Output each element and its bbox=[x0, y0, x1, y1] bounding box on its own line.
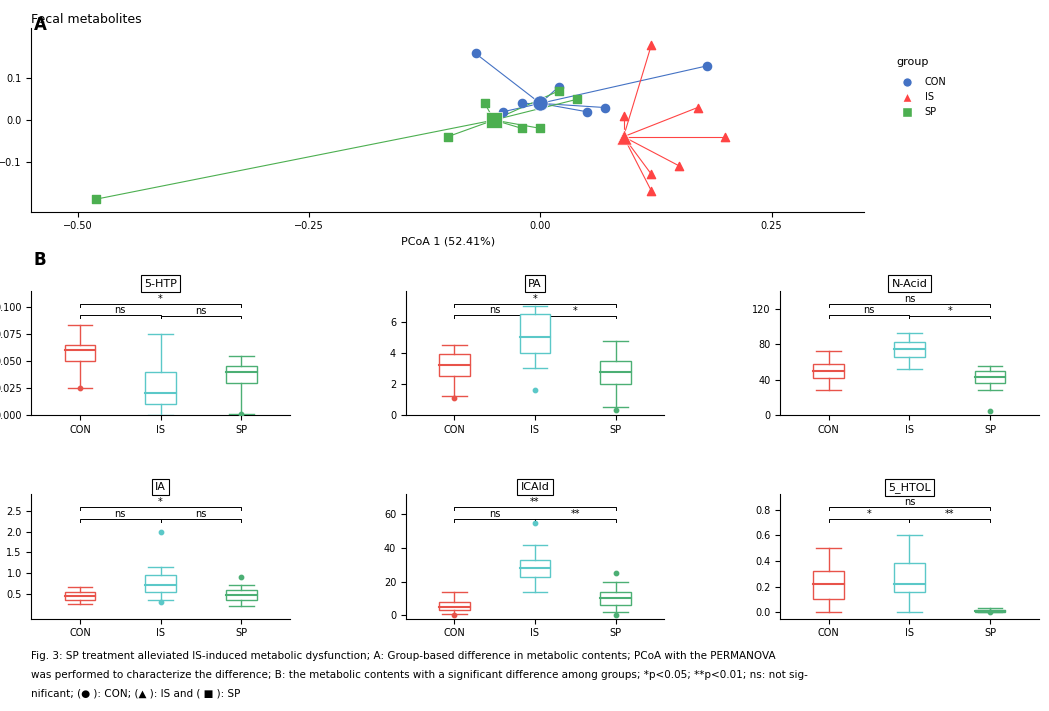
Point bbox=[607, 567, 624, 579]
Point bbox=[982, 606, 999, 618]
Text: ns: ns bbox=[114, 508, 126, 518]
Point bbox=[233, 408, 250, 419]
Bar bbox=[813, 365, 844, 378]
Text: group: group bbox=[896, 57, 928, 67]
Point bbox=[486, 114, 502, 126]
Point bbox=[699, 60, 715, 72]
Text: ns: ns bbox=[489, 508, 500, 518]
Bar bbox=[519, 314, 551, 353]
Text: Fecal metabolites: Fecal metabolites bbox=[31, 13, 142, 26]
Bar bbox=[145, 372, 176, 405]
Text: *: * bbox=[158, 294, 163, 304]
Title: N-Acid: N-Acid bbox=[892, 279, 927, 289]
Point bbox=[670, 160, 687, 171]
Text: *: * bbox=[533, 294, 537, 304]
Point bbox=[233, 572, 250, 583]
Point bbox=[597, 102, 614, 113]
Bar bbox=[894, 342, 925, 358]
Bar bbox=[438, 355, 470, 376]
Point bbox=[982, 405, 999, 417]
Point bbox=[467, 48, 484, 59]
Text: A: A bbox=[34, 16, 46, 34]
Point bbox=[88, 193, 105, 205]
Point bbox=[71, 383, 88, 394]
Point bbox=[532, 123, 549, 134]
Point bbox=[527, 517, 543, 528]
Text: Fig. 3: SP treatment alleviated IS-induced metabolic dysfunction; A: Group-based: Fig. 3: SP treatment alleviated IS-induc… bbox=[31, 651, 776, 661]
Point bbox=[476, 97, 493, 109]
Point bbox=[643, 169, 660, 180]
Bar bbox=[600, 592, 631, 605]
Text: *: * bbox=[158, 497, 163, 508]
Text: ns: ns bbox=[195, 509, 207, 519]
Title: IA: IA bbox=[155, 482, 166, 492]
Point bbox=[513, 97, 530, 109]
Point bbox=[569, 94, 585, 105]
Point bbox=[440, 131, 456, 142]
Text: B: B bbox=[34, 251, 46, 269]
Point bbox=[513, 123, 530, 134]
Bar bbox=[226, 589, 257, 600]
Title: 5_HTOL: 5_HTOL bbox=[889, 482, 930, 493]
Point bbox=[152, 526, 169, 538]
Bar bbox=[975, 609, 1005, 611]
Point bbox=[532, 97, 549, 109]
Point bbox=[578, 106, 595, 117]
Text: ns: ns bbox=[114, 305, 126, 315]
Point bbox=[643, 39, 660, 50]
Point bbox=[152, 597, 169, 608]
Point bbox=[615, 131, 631, 142]
Text: ns: ns bbox=[195, 306, 207, 316]
Point bbox=[689, 102, 706, 113]
Point bbox=[643, 185, 660, 196]
Text: *: * bbox=[947, 306, 952, 316]
Text: ns: ns bbox=[489, 305, 500, 315]
Text: nificant; (● ): CON; (▲ ): IS and ( ■ ): SP: nificant; (● ): CON; (▲ ): IS and ( ■ ):… bbox=[31, 688, 241, 698]
Point bbox=[607, 405, 624, 416]
Point bbox=[495, 106, 512, 117]
Bar bbox=[145, 575, 176, 592]
Bar bbox=[894, 563, 925, 592]
Bar bbox=[226, 366, 257, 383]
Bar bbox=[975, 370, 1005, 383]
Bar bbox=[519, 560, 551, 577]
Title: ICAld: ICAld bbox=[520, 482, 550, 492]
Title: PA: PA bbox=[529, 279, 541, 289]
Point bbox=[716, 131, 733, 142]
Bar bbox=[438, 602, 470, 610]
Bar bbox=[813, 571, 844, 599]
Text: ns: ns bbox=[904, 294, 915, 304]
Point bbox=[551, 85, 568, 97]
Title: 5-HTP: 5-HTP bbox=[144, 279, 177, 289]
Legend: CON, IS, SP: CON, IS, SP bbox=[894, 74, 950, 121]
Text: ns: ns bbox=[863, 305, 875, 315]
Bar bbox=[65, 592, 95, 600]
X-axis label: PCoA 1 (52.41%): PCoA 1 (52.41%) bbox=[401, 237, 495, 247]
Point bbox=[446, 392, 463, 404]
Bar bbox=[600, 360, 631, 384]
Point bbox=[551, 81, 568, 92]
Bar bbox=[65, 345, 95, 361]
Text: **: ** bbox=[530, 497, 540, 508]
Text: *: * bbox=[866, 508, 872, 518]
Text: ns: ns bbox=[904, 497, 915, 508]
Point bbox=[446, 609, 463, 621]
Text: *: * bbox=[573, 306, 578, 316]
Text: was performed to characterize the difference; B: the metabolic contents with a s: was performed to characterize the differ… bbox=[31, 670, 809, 680]
Point bbox=[607, 609, 624, 621]
Point bbox=[527, 385, 543, 396]
Text: **: ** bbox=[571, 509, 580, 519]
Text: **: ** bbox=[945, 509, 955, 519]
Point bbox=[615, 110, 631, 122]
